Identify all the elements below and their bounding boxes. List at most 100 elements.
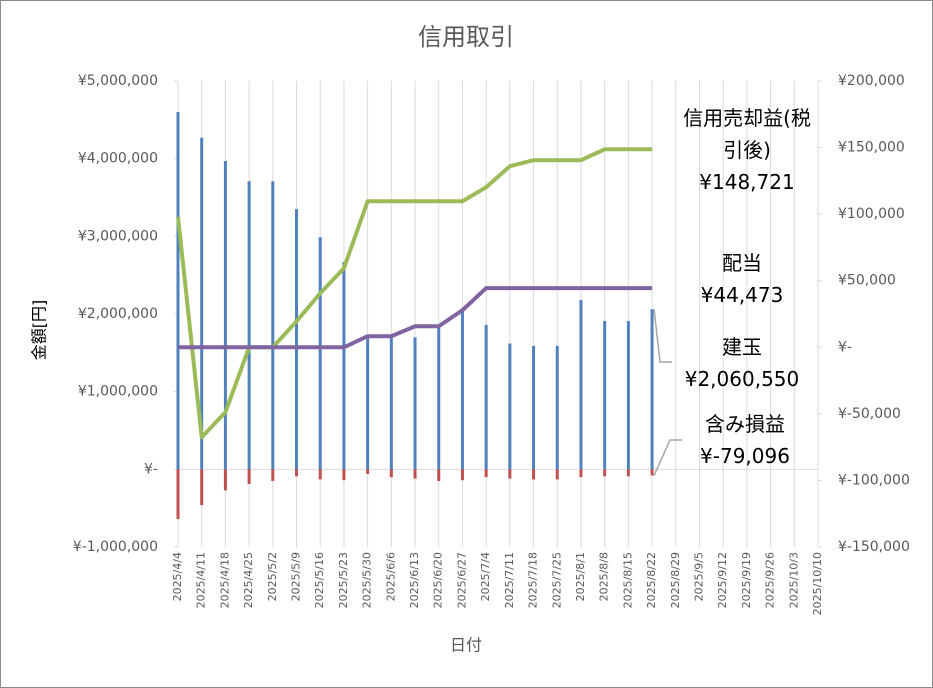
bar [176,112,180,470]
bar [413,469,417,479]
x-tick-label: 2025/4/11 [195,552,208,608]
series-value-label: ¥148,721 [699,170,795,194]
y2-tick-label: ¥50,000 [838,273,896,289]
x-tick-label: 2025/5/16 [313,552,326,608]
x-tick-label: 2025/8/8 [598,552,611,601]
y-tick-label: ¥5,000,000 [78,73,158,89]
bar [626,469,630,477]
bar [200,137,204,470]
bar [295,469,299,477]
y-tick-label: ¥1,000,000 [78,384,158,400]
y2-tick-label: ¥200,000 [838,73,905,89]
y-tick-label: ¥2,000,000 [78,306,158,322]
leader-line [653,309,672,363]
bar [223,469,227,491]
bar [389,469,393,478]
bar [532,469,536,480]
x-tick-label: 2025/9/26 [764,552,777,608]
bar [389,338,393,470]
x-tick-label: 2025/10/10 [811,552,824,615]
bar [437,327,441,470]
x-tick-label: 2025/9/5 [692,552,705,601]
series-label: 配当 [722,251,762,275]
bar [603,469,607,477]
x-tick-label: 2025/5/23 [337,552,350,608]
series-label: 建玉 [722,335,762,359]
bar [508,469,512,479]
x-tick-label: 2025/8/29 [669,552,682,608]
x-tick-label: 2025/7/18 [527,552,540,608]
y-axis-title: 金額[円] [30,300,49,361]
x-tick-label: 2025/6/13 [408,552,421,608]
x-tick-label: 2025/7/4 [479,552,492,601]
series-value-label: ¥44,473 [700,283,784,307]
line [178,286,653,350]
bar [271,181,275,470]
bar [579,300,583,470]
x-tick-label: 2025/8/15 [621,552,634,608]
y2-tick-label: ¥-150,000 [838,539,910,555]
x-tick-label: 2025/5/2 [266,552,279,601]
y2-tick-label: ¥-50,000 [838,406,901,422]
bar [484,324,488,470]
x-tick-label: 2025/4/25 [242,552,255,608]
y2-tick-label: ¥100,000 [838,206,905,222]
bar [555,469,559,480]
leader-line [653,439,682,476]
bar [271,469,275,481]
bar [247,469,251,485]
bar [413,337,417,470]
x-tick-label: 2025/6/6 [384,552,397,601]
chart-title: 信用取引 [418,23,514,51]
bar [318,237,322,470]
x-tick-label: 2025/8/22 [645,552,658,608]
series-value-label: ¥-79,096 [700,444,790,468]
x-tick-label: 2025/7/25 [550,552,563,608]
bar [650,469,654,476]
bar [295,209,299,470]
bar [508,343,512,470]
x-tick-label: 2025/9/19 [740,552,753,608]
bar [460,469,464,481]
series-label: 含み損益 [705,412,785,436]
x-tick-label: 2025/5/9 [290,552,303,601]
y2-tick-label: ¥-100,000 [838,472,910,488]
x-tick-label: 2025/9/12 [716,552,729,608]
x-tick-label: 2025/4/4 [171,552,184,601]
x-tick-label: 2025/6/27 [455,552,468,608]
bar [484,469,488,478]
bar [650,309,654,470]
bar [603,320,607,470]
x-axis-title: 日付 [450,636,482,655]
y-tick-label: ¥- [144,461,158,477]
x-tick-label: 2025/4/18 [218,552,231,608]
x-tick-label: 2025/6/20 [432,552,445,608]
bar [579,469,583,478]
x-tick-label: 2025/5/30 [361,552,374,608]
bar [460,310,464,470]
bar [176,469,180,520]
bar [318,469,322,480]
x-tick-label: 2025/8/1 [574,552,587,601]
bar [437,469,441,481]
y-tick-label: ¥-1,000,000 [73,539,158,555]
bar [366,469,370,474]
y2-tick-label: ¥150,000 [838,140,905,156]
bar [223,160,227,470]
bar [532,345,536,470]
y-tick-label: ¥4,000,000 [78,151,158,167]
bar [555,345,559,470]
bar [342,469,346,481]
x-tick-label: 2025/10/3 [787,552,800,608]
bar [200,469,204,506]
y-tick-label: ¥3,000,000 [78,228,158,244]
bar [366,338,370,470]
bar [626,320,630,470]
series-value-label: ¥2,060,550 [684,367,800,391]
y2-tick-label: ¥- [838,339,852,355]
series-label: 信用売却益(税引後) [683,106,811,162]
bar [342,261,346,470]
